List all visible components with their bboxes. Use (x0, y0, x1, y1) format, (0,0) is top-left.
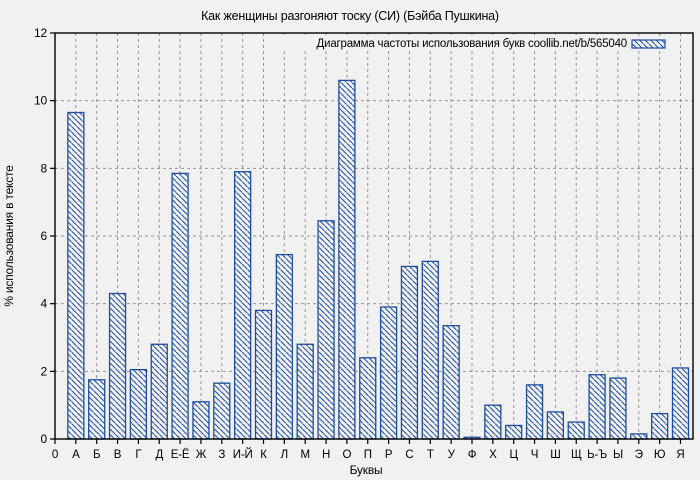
x-tick-label: Ж (196, 449, 207, 461)
x-tick-label: У (448, 449, 456, 461)
bar-С (400, 265, 419, 440)
x-tick-label: В (114, 449, 122, 461)
y-axis-title: % использования в тексте (2, 165, 16, 307)
x-tick-label: Д (155, 449, 163, 461)
bar-О (338, 79, 356, 440)
x-tick-label: А (72, 449, 80, 461)
bar-Е-Ё (171, 172, 189, 440)
x-tick-label: К (260, 449, 267, 461)
bar-У (442, 325, 460, 440)
x-tick-label: Ш (550, 449, 560, 461)
x-tick-label: Ц (510, 449, 519, 461)
bar-Э (630, 433, 648, 440)
x-tick-label: С (405, 449, 413, 461)
bar-Д (150, 343, 168, 440)
axis-ticks (50, 32, 682, 444)
y-tick-label: 0 (41, 432, 48, 446)
y-tick-label: 4 (41, 297, 48, 311)
bar-Ю (650, 412, 669, 440)
legend-swatch (631, 39, 666, 49)
bar-Г (129, 368, 148, 440)
x-tick-label: 0 (52, 449, 58, 461)
chart-title: Как женщины разгоняют тоску (СИ) (Бэйба … (201, 9, 499, 23)
bar-Л (275, 253, 293, 440)
bar-Н (317, 220, 335, 440)
bar-Ч (525, 384, 544, 440)
x-tick-labels: 0 А Б В Г Д Е-Ё Ж З И-Й К Л М Н О П Р С Т У Ф Х Ц Ч Ш Щ Ь-Ъ Ы Э Ю Я (52, 448, 685, 461)
bar-Ш (546, 411, 565, 440)
x-tick-label: Х (489, 449, 497, 461)
x-tick-label: И-Й (233, 448, 253, 461)
y-tick-label: 10 (34, 94, 47, 108)
x-tick-label: Е-Ё (171, 449, 190, 461)
x-tick-label: П (364, 449, 372, 461)
bar-А (67, 111, 85, 440)
bar-К (254, 309, 273, 440)
x-tick-label: Т (427, 449, 434, 461)
bar-П (359, 357, 377, 440)
x-tick-label: Ф (468, 449, 477, 461)
x-tick-label: Э (635, 449, 643, 461)
y-tick-label: 8 (41, 161, 48, 175)
x-tick-label: З (218, 449, 225, 461)
bar-В (108, 292, 127, 440)
bar-Ц (505, 424, 523, 440)
legend-background (277, 35, 631, 49)
bars (67, 79, 690, 440)
x-tick-label: Я (676, 449, 684, 461)
x-tick-label: Р (385, 449, 393, 461)
x-axis-title: Буквы (350, 463, 383, 477)
bar-Ь-Ъ (588, 374, 606, 440)
x-tick-label: О (343, 449, 352, 461)
x-tick-label: Ы (613, 449, 623, 461)
bar-Т (421, 260, 439, 440)
bar-Б (88, 379, 106, 440)
bar-Щ (567, 421, 585, 440)
bar-Ж (192, 401, 210, 440)
x-tick-label: Ч (531, 449, 538, 461)
y-tick-labels: 0 2 4 6 8 10 12 (34, 26, 48, 446)
x-tick-label: М (301, 449, 310, 461)
x-tick-label: Н (322, 449, 330, 461)
x-tick-label: Ю (654, 449, 666, 461)
x-tick-label: Л (281, 449, 288, 461)
x-tick-label: Г (135, 449, 142, 461)
bar-И-Й (233, 171, 252, 440)
x-tick-label: Б (93, 449, 100, 461)
x-tick-label: Ь-Ъ (587, 449, 607, 461)
x-tick-label: Щ (571, 449, 582, 461)
bar-Р (379, 306, 398, 440)
y-tick-label: 2 (41, 364, 48, 378)
bar-Х (484, 404, 502, 440)
bar-З (213, 382, 231, 440)
legend-label: Диаграмма частоты использования букв coo… (317, 38, 627, 50)
y-tick-label: 6 (41, 229, 48, 243)
y-tick-label: 12 (34, 26, 47, 40)
bar-Я (671, 367, 690, 440)
bar-Ы (609, 377, 627, 440)
bar-М (296, 343, 314, 440)
